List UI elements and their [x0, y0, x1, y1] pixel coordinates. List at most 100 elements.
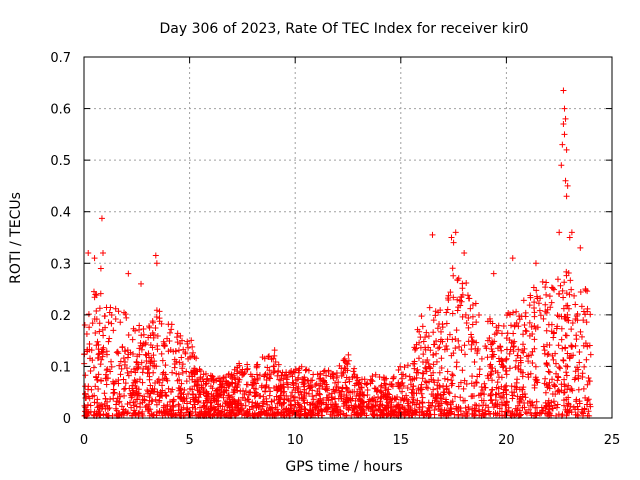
- data-point: [197, 367, 204, 374]
- data-point: [95, 351, 102, 358]
- data-point: [582, 311, 589, 318]
- data-point: [380, 374, 387, 381]
- data-point: [218, 378, 225, 385]
- data-point: [122, 380, 129, 387]
- data-point: [153, 260, 160, 267]
- data-point: [208, 391, 215, 398]
- data-point: [302, 406, 309, 413]
- data-point: [312, 382, 319, 389]
- data-point: [448, 234, 455, 241]
- data-point: [389, 395, 396, 402]
- data-point: [124, 369, 131, 376]
- data-point: [438, 395, 445, 402]
- data-point: [542, 284, 549, 291]
- data-point: [184, 340, 191, 347]
- data-point: [108, 320, 115, 327]
- x-tick-label: 0: [80, 433, 88, 448]
- data-point: [531, 322, 538, 329]
- data-point: [469, 313, 476, 320]
- data-point: [343, 384, 350, 391]
- data-point: [316, 390, 323, 397]
- data-point: [146, 324, 153, 331]
- data-point: [521, 345, 528, 352]
- data-point: [171, 356, 178, 363]
- data-point: [444, 368, 451, 375]
- data-point: [542, 301, 549, 308]
- data-point: [422, 364, 429, 371]
- data-point: [153, 307, 160, 314]
- data-point: [334, 406, 341, 413]
- data-point: [165, 348, 172, 355]
- data-point: [221, 406, 228, 413]
- data-point: [398, 380, 405, 387]
- data-point: [476, 371, 483, 378]
- data-point: [108, 358, 115, 365]
- data-point: [443, 320, 450, 327]
- data-point: [271, 347, 278, 354]
- data-point: [416, 339, 423, 346]
- data-point: [420, 351, 427, 358]
- data-point: [425, 360, 432, 367]
- data-point: [100, 332, 107, 339]
- data-point: [205, 378, 212, 385]
- data-point: [584, 381, 591, 388]
- data-point: [82, 372, 89, 379]
- data-point: [554, 401, 561, 408]
- data-point: [133, 403, 140, 410]
- data-point: [443, 343, 450, 350]
- x-tick-label: 10: [287, 433, 304, 448]
- data-point: [424, 407, 431, 414]
- data-point: [167, 388, 174, 395]
- data-point: [265, 354, 272, 361]
- data-point: [89, 320, 96, 327]
- data-point: [546, 293, 553, 300]
- data-point: [91, 392, 98, 399]
- data-point: [268, 398, 275, 405]
- data-point: [545, 368, 552, 375]
- data-point: [241, 391, 248, 398]
- data-point: [550, 334, 557, 341]
- data-point: [385, 400, 392, 407]
- data-point: [498, 401, 505, 408]
- data-point: [301, 380, 308, 387]
- data-point: [438, 406, 445, 413]
- data-point: [244, 396, 251, 403]
- data-point: [520, 341, 527, 348]
- data-point: [124, 400, 131, 407]
- data-point: [503, 356, 510, 363]
- data-point: [451, 411, 458, 418]
- data-point: [554, 373, 561, 380]
- data-point: [506, 365, 513, 372]
- data-point: [103, 304, 110, 311]
- data-point: [548, 299, 555, 306]
- data-point: [465, 295, 472, 302]
- data-point: [358, 376, 365, 383]
- data-point: [583, 356, 590, 363]
- data-point: [119, 344, 126, 351]
- data-point: [534, 379, 541, 386]
- data-point: [222, 387, 229, 394]
- data-point: [207, 372, 214, 379]
- data-point: [580, 317, 587, 324]
- data-point: [579, 374, 586, 381]
- data-point: [338, 365, 345, 372]
- data-point: [183, 368, 190, 375]
- data-point: [488, 390, 494, 397]
- y-tick-labels: 0 0.1 0.2 0.3 0.4 0.5 0.6 0.7: [50, 51, 71, 427]
- data-point: [546, 369, 553, 376]
- data-point: [316, 375, 323, 382]
- data-point: [516, 313, 523, 320]
- data-point: [560, 87, 567, 94]
- data-point: [175, 347, 182, 354]
- data-point: [576, 349, 583, 356]
- data-point: [98, 215, 105, 222]
- data-point: [266, 367, 273, 374]
- data-point: [340, 369, 347, 376]
- data-point: [105, 338, 112, 345]
- data-point: [92, 383, 99, 390]
- data-point: [452, 345, 459, 352]
- data-point: [569, 320, 576, 327]
- data-point: [565, 400, 572, 407]
- data-point: [104, 398, 111, 405]
- data-point: [549, 390, 556, 397]
